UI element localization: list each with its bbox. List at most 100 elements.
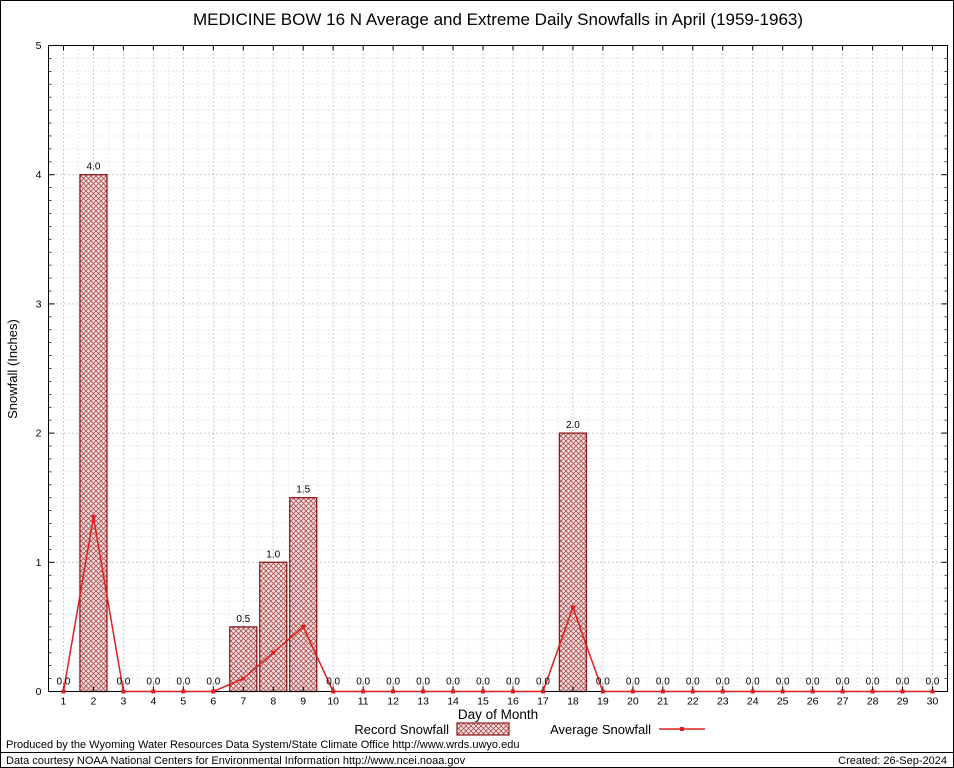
bar-value-label-day-12: 0.0 xyxy=(386,677,400,688)
x-tick-label: 15 xyxy=(477,696,489,708)
avg-point-day-14 xyxy=(451,689,456,694)
bar-value-label-day-16: 0.0 xyxy=(506,677,520,688)
bar-value-label-day-26: 0.0 xyxy=(806,677,820,688)
bar-value-label-day-10: 0.0 xyxy=(326,677,340,688)
bar-value-label-day-24: 0.0 xyxy=(746,677,760,688)
avg-point-day-3 xyxy=(121,689,126,694)
chart-canvas: MEDICINE BOW 16 N Average and Extreme Da… xyxy=(5,10,948,737)
bar-value-label-day-21: 0.0 xyxy=(656,677,670,688)
avg-point-day-28 xyxy=(870,689,875,694)
x-tick-label: 22 xyxy=(687,696,699,708)
x-tick-label: 24 xyxy=(747,696,759,708)
bar-value-label-day-23: 0.0 xyxy=(716,677,730,688)
x-tick-label: 14 xyxy=(447,696,459,708)
legend-record-label: Record Snowfall xyxy=(354,722,449,737)
bar-value-label-day-30: 0.0 xyxy=(926,677,940,688)
record-bar-day-18 xyxy=(558,432,588,693)
y-tick-label: 2 xyxy=(36,428,42,440)
avg-point-day-29 xyxy=(900,689,905,694)
x-tick-label: 7 xyxy=(240,696,246,708)
x-tick-label: 3 xyxy=(120,696,126,708)
avg-point-day-15 xyxy=(481,689,486,694)
bar-value-label-day-27: 0.0 xyxy=(836,677,850,688)
bar-value-label-day-9: 1.5 xyxy=(296,485,310,496)
avg-point-day-26 xyxy=(810,689,815,694)
bar-value-label-day-25: 0.0 xyxy=(776,677,790,688)
plot-area: 0.0 4.0 0.0 0.0 0.0 0.0 0.5 1.0 1.5 0.0 0.0 0.0 0.0 0… xyxy=(36,40,948,708)
x-tick-label: 6 xyxy=(210,696,216,708)
avg-point-day-25 xyxy=(780,689,785,694)
avg-point-day-5 xyxy=(181,689,186,694)
record-bar-day-2 xyxy=(79,174,108,693)
avg-point-day-23 xyxy=(720,689,725,694)
footer-created-date: Created: 26-Sep-2024 xyxy=(838,755,947,767)
y-tick-label: 0 xyxy=(36,686,42,698)
bar-value-label-day-3: 0.0 xyxy=(116,677,130,688)
average-snowfall-marker-icon xyxy=(680,727,684,731)
bar-value-label-day-2: 4.0 xyxy=(86,162,100,173)
avg-point-day-21 xyxy=(660,689,665,694)
x-tick-label: 28 xyxy=(867,696,879,708)
avg-point-day-27 xyxy=(840,689,845,694)
footer-produced-by: Produced by the Wyoming Water Resources … xyxy=(6,739,520,751)
bar-value-label-day-19: 0.0 xyxy=(596,677,610,688)
x-tick-label: 23 xyxy=(717,696,729,708)
avg-point-day-2 xyxy=(91,515,96,520)
bar-value-label-day-15: 0.0 xyxy=(476,677,490,688)
footer-data-courtesy: Data courtesy NOAA National Centers for … xyxy=(6,755,466,767)
avg-point-day-8 xyxy=(271,650,276,655)
x-tick-label: 30 xyxy=(927,696,939,708)
x-tick-label: 5 xyxy=(180,696,186,708)
legend-average-label: Average Snowfall xyxy=(550,722,651,737)
avg-point-day-9 xyxy=(301,624,306,629)
record-bar-day-9 xyxy=(289,497,318,693)
bar-value-label-day-18: 2.0 xyxy=(566,420,580,431)
avg-point-day-7 xyxy=(241,676,246,681)
x-axis-label: Day of Month xyxy=(458,707,538,722)
x-tick-label: 9 xyxy=(300,696,306,708)
avg-point-day-4 xyxy=(151,689,156,694)
bar-value-label-day-28: 0.0 xyxy=(866,677,880,688)
avg-point-day-12 xyxy=(391,689,396,694)
avg-point-day-22 xyxy=(690,689,695,694)
x-tick-label: 1 xyxy=(61,696,67,708)
avg-point-day-10 xyxy=(331,689,336,694)
bar-value-label-day-20: 0.0 xyxy=(626,677,640,688)
bar-value-label-day-8: 1.0 xyxy=(266,549,280,560)
x-tick-label: 4 xyxy=(150,696,156,708)
bar-value-label-day-17: 0.0 xyxy=(536,677,550,688)
x-tick-label: 10 xyxy=(327,696,339,708)
x-tick-label: 19 xyxy=(597,696,609,708)
bar-value-label-day-14: 0.0 xyxy=(446,677,460,688)
avg-point-day-16 xyxy=(510,689,515,694)
y-tick-label: 1 xyxy=(36,557,42,569)
bar-value-label-day-22: 0.0 xyxy=(686,677,700,688)
x-tick-label: 11 xyxy=(358,696,369,708)
avg-point-day-13 xyxy=(421,689,426,694)
bar-value-label-day-1: 0.0 xyxy=(57,677,71,688)
bar-value-label-day-7: 0.5 xyxy=(236,614,250,625)
avg-point-day-11 xyxy=(361,689,366,694)
legend: Record Snowfall Average Snowfall xyxy=(354,722,705,737)
y-tick-label: 5 xyxy=(36,40,42,52)
x-tick-label: 29 xyxy=(897,696,909,708)
x-tick-label: 12 xyxy=(387,696,399,708)
x-tick-label: 17 xyxy=(537,696,549,708)
record-snowfall-swatch-icon xyxy=(456,722,510,736)
avg-point-day-30 xyxy=(930,689,935,694)
avg-point-day-6 xyxy=(211,689,216,694)
record-bar-day-8 xyxy=(259,561,288,693)
x-tick-label: 16 xyxy=(507,696,519,708)
bar-value-label-day-5: 0.0 xyxy=(176,677,190,688)
bar-value-label-day-6: 0.0 xyxy=(206,677,220,688)
x-tick-label: 13 xyxy=(417,696,429,708)
record-bar-day-7 xyxy=(229,626,258,693)
y-tick-label: 4 xyxy=(36,169,42,181)
y-axis-label: Snowfall (Inches) xyxy=(5,319,20,419)
x-tick-label: 18 xyxy=(567,696,579,708)
avg-point-day-24 xyxy=(750,689,755,694)
x-tick-label: 21 xyxy=(657,696,669,708)
bar-value-label-day-4: 0.0 xyxy=(146,677,160,688)
avg-point-day-18 xyxy=(570,605,575,610)
x-tick-label: 25 xyxy=(777,696,789,708)
